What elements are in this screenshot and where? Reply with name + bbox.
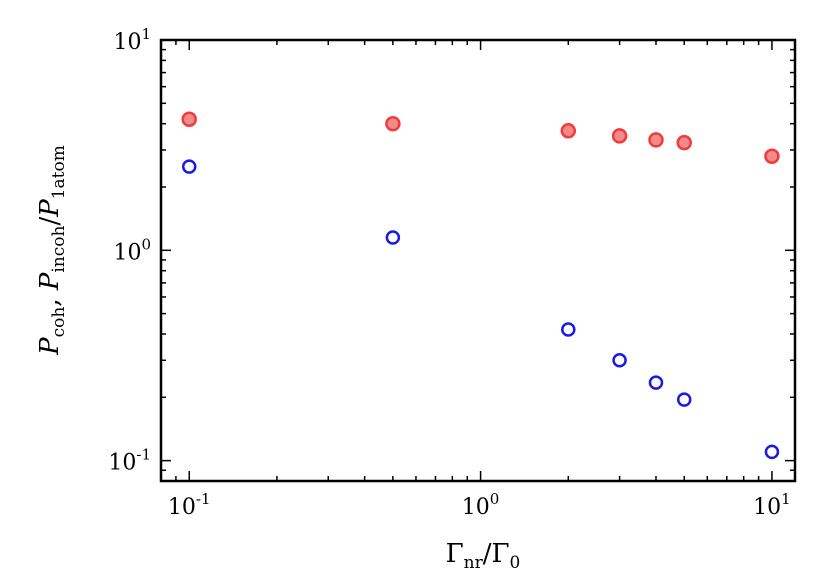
data-point-series-1: [676, 134, 692, 151]
y-tick-label: 10-1: [108, 446, 151, 476]
axis-ticks: 10-1 100 101 10-1 100 101: [108, 25, 795, 520]
data-points: [181, 111, 780, 460]
data-point-series-1: [611, 128, 628, 144]
data-point-series-2: [385, 230, 401, 245]
data-point-series-1: [181, 111, 197, 127]
data-point-series-2: [764, 444, 780, 460]
data-point-series-2: [181, 159, 197, 174]
x-tick-label: 101: [753, 490, 791, 520]
data-point-series-2: [561, 322, 576, 337]
data-point-series-2: [648, 375, 664, 390]
data-point-series-2: [676, 392, 692, 407]
data-point-series-1: [385, 115, 401, 132]
x-axis-label: Γnr/Γ0: [446, 539, 521, 573]
y-axis-label: Pcoh, Pincoh/P1atom: [35, 145, 69, 356]
plot-frame: [159, 38, 797, 483]
y-tick-label: 100: [113, 235, 151, 265]
y-tick-label: 101: [113, 25, 151, 55]
data-point-series-1: [560, 123, 577, 139]
data-point-series-2: [612, 353, 627, 368]
x-tick-label: 100: [462, 490, 500, 520]
x-tick-label: 10-1: [168, 490, 211, 520]
data-point-series-1: [648, 132, 664, 148]
data-point-series-1: [764, 148, 780, 165]
